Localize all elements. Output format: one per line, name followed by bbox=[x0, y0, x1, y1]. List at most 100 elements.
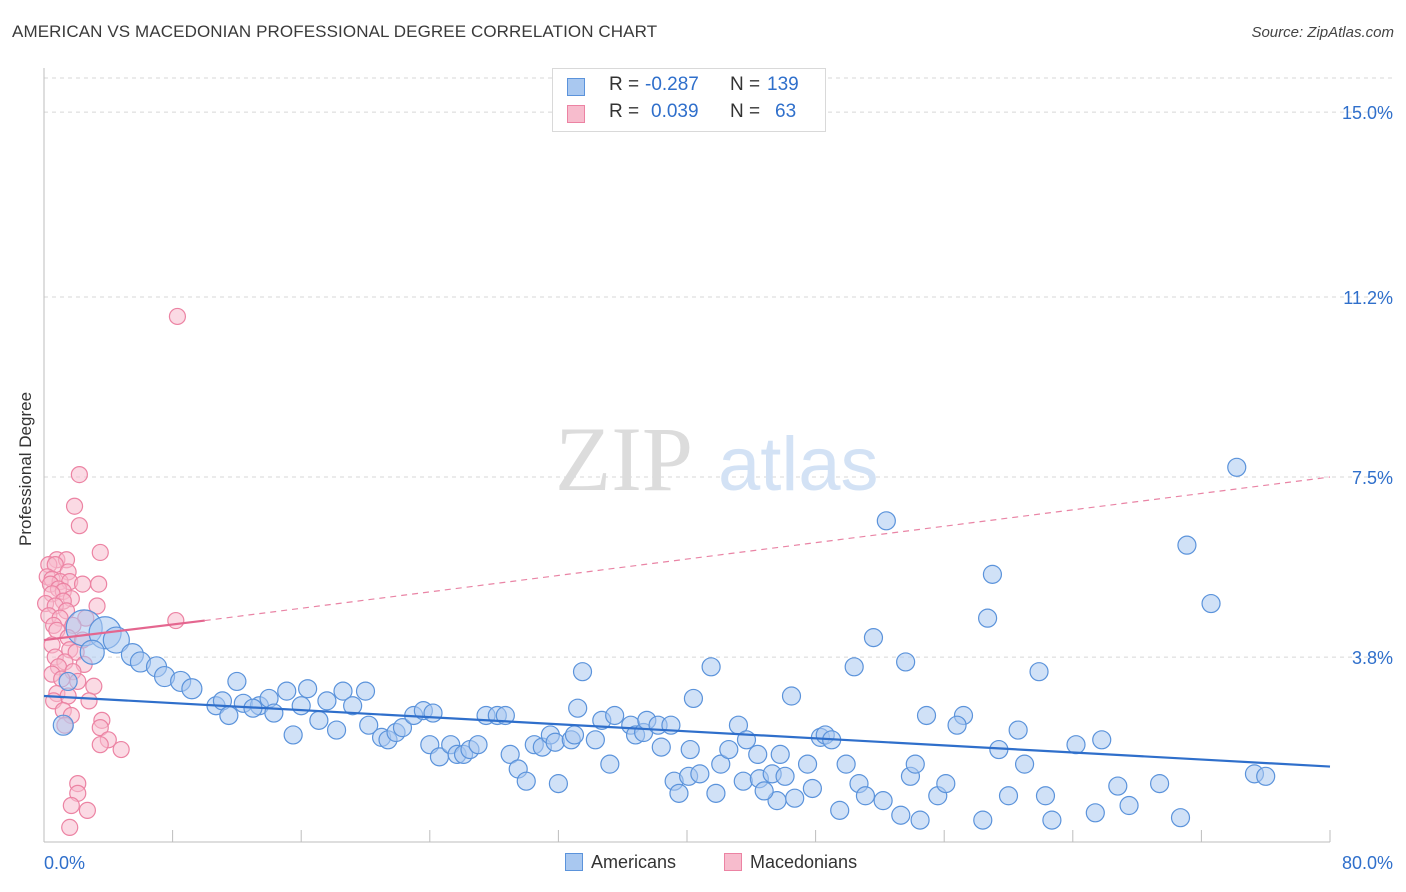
american-point bbox=[680, 739, 700, 760]
y-axis-label: Professional Degree bbox=[16, 391, 35, 546]
macedonian-point bbox=[112, 740, 130, 759]
american-point bbox=[711, 754, 731, 774]
american-point bbox=[781, 686, 802, 706]
american-point bbox=[605, 705, 625, 726]
n-value: 139 bbox=[767, 74, 799, 95]
american-point bbox=[719, 739, 739, 760]
american-point bbox=[797, 754, 818, 774]
american-point bbox=[1227, 457, 1247, 477]
american-point bbox=[102, 626, 130, 654]
y-tick-label: 3.8% bbox=[1352, 648, 1393, 668]
american-point bbox=[863, 628, 884, 648]
american-point bbox=[836, 754, 856, 774]
american-point bbox=[910, 810, 930, 830]
american-point bbox=[1085, 803, 1105, 823]
n-label: N = bbox=[730, 101, 761, 122]
american-point bbox=[283, 725, 303, 745]
american-point bbox=[355, 681, 376, 701]
y-tick-label: 15.0% bbox=[1342, 103, 1393, 123]
american-point bbox=[181, 678, 203, 700]
american-point bbox=[495, 705, 515, 726]
americans-points bbox=[52, 457, 1276, 830]
macedonians-points bbox=[37, 307, 187, 837]
r-label: R = bbox=[609, 74, 640, 95]
macedonian-point bbox=[80, 692, 98, 710]
american-point bbox=[905, 754, 925, 774]
macedonians-trend-extension bbox=[204, 476, 1331, 622]
american-point bbox=[802, 778, 822, 799]
r-value: -0.287 bbox=[645, 74, 699, 95]
macedonian-point bbox=[70, 465, 88, 484]
macedonians-legend-label: Macedonians bbox=[750, 852, 858, 872]
american-point bbox=[1008, 720, 1028, 740]
american-point bbox=[701, 657, 721, 677]
americans-legend-label: Americans bbox=[591, 852, 677, 872]
american-point bbox=[651, 737, 671, 757]
x-tick-label-min: 0.0% bbox=[44, 853, 85, 873]
source-attribution: Source: ZipAtlas.com bbox=[1251, 24, 1394, 41]
grid-lines bbox=[44, 77, 1392, 658]
american-point bbox=[1201, 593, 1221, 614]
american-point bbox=[936, 774, 956, 794]
american-point bbox=[500, 744, 520, 765]
american-point bbox=[516, 771, 536, 791]
american-point bbox=[359, 715, 379, 735]
trend-lines bbox=[43, 476, 1331, 768]
macedonian-point bbox=[168, 307, 187, 326]
american-point bbox=[873, 791, 893, 811]
american-point bbox=[468, 735, 488, 755]
american-point bbox=[754, 781, 774, 801]
x-tick-label-max: 80.0% bbox=[1342, 853, 1393, 873]
axes bbox=[43, 68, 1331, 843]
american-point bbox=[277, 681, 297, 701]
american-point bbox=[326, 720, 347, 740]
macedonians-trend-line bbox=[43, 619, 205, 642]
bottom-legend-americans: Americans bbox=[565, 852, 676, 873]
macedonian-point bbox=[167, 611, 185, 630]
y-tick-label: 7.5% bbox=[1352, 468, 1393, 488]
american-point bbox=[309, 710, 329, 730]
watermark-zip: ZIP bbox=[555, 408, 693, 510]
american-point bbox=[973, 810, 993, 830]
american-point bbox=[548, 774, 569, 794]
legend-row-macedonians: R = 0.039 N = 63 bbox=[553, 101, 825, 127]
american-point bbox=[830, 800, 850, 820]
american-point bbox=[58, 671, 78, 692]
american-point bbox=[564, 725, 585, 745]
american-point bbox=[982, 564, 1003, 584]
macedonian-point bbox=[78, 801, 97, 819]
macedonian-point bbox=[73, 575, 92, 593]
american-point bbox=[343, 696, 363, 716]
n-label: N = bbox=[730, 74, 761, 95]
macedonian-point bbox=[61, 818, 79, 837]
american-point bbox=[219, 705, 239, 726]
american-point bbox=[568, 698, 588, 718]
watermark-atlas: atlas bbox=[718, 422, 879, 507]
americans-legend-swatch bbox=[565, 853, 583, 871]
american-point bbox=[1150, 774, 1170, 794]
american-point bbox=[690, 764, 710, 784]
macedonians-legend-swatch bbox=[724, 853, 742, 871]
american-point bbox=[52, 714, 74, 736]
american-point bbox=[876, 511, 896, 531]
american-point bbox=[1066, 735, 1086, 755]
macedonian-point bbox=[88, 597, 106, 615]
american-point bbox=[1035, 786, 1056, 806]
americans-swatch bbox=[567, 78, 585, 96]
american-point bbox=[844, 657, 864, 677]
macedonian-point bbox=[85, 677, 103, 695]
american-point bbox=[264, 703, 284, 723]
bottom-legend-macedonians: Macedonians bbox=[724, 852, 857, 873]
american-point bbox=[855, 786, 876, 806]
american-point bbox=[998, 786, 1019, 806]
macedonian-point bbox=[65, 497, 84, 515]
american-point bbox=[916, 705, 937, 726]
american-point bbox=[600, 754, 620, 774]
american-point bbox=[770, 744, 790, 765]
stats-legend: R = -0.287 N = 139 R = 0.039 N = 63 bbox=[552, 68, 826, 132]
american-point bbox=[227, 671, 247, 692]
american-point bbox=[1177, 535, 1197, 555]
legend-row-americans: R = -0.287 N = 139 bbox=[553, 74, 825, 100]
american-point bbox=[585, 730, 605, 750]
